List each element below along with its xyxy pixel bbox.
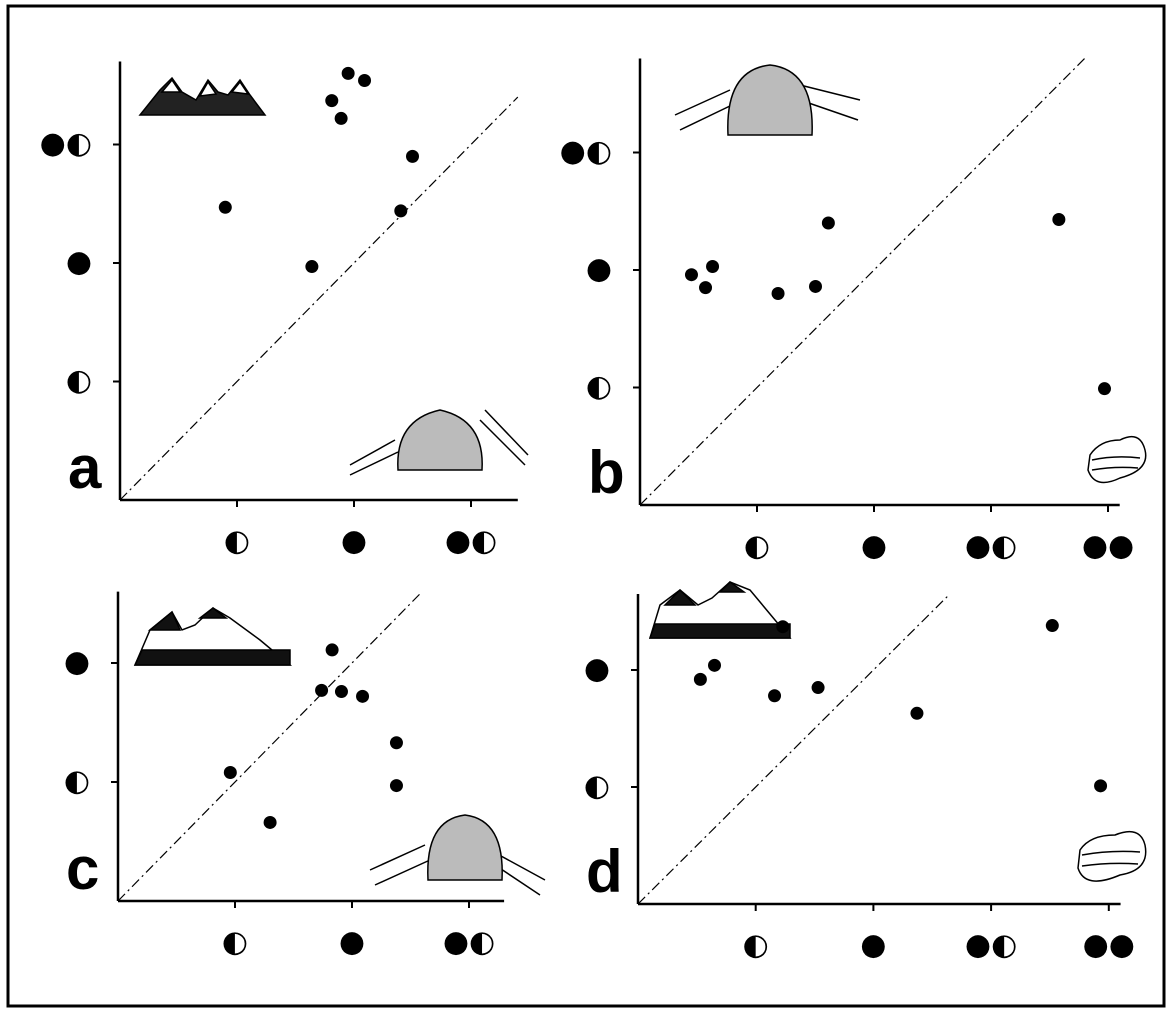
panel-label: b xyxy=(588,439,625,506)
point xyxy=(390,736,403,749)
point xyxy=(822,217,835,230)
point xyxy=(264,816,277,829)
x-tick-label: ●◐ xyxy=(965,928,1017,963)
y-tick-label: ● xyxy=(584,652,610,687)
y-tick-label: ●◐ xyxy=(560,134,612,169)
point xyxy=(694,673,707,686)
x-tick-label: ●● xyxy=(1083,928,1135,963)
point xyxy=(1046,619,1059,632)
point xyxy=(394,204,407,217)
x-tick-label: ●◐ xyxy=(445,524,497,559)
x-tick-label: ●◐ xyxy=(965,529,1017,564)
y-tick-label: ◐ xyxy=(66,363,92,398)
point xyxy=(1052,213,1065,226)
x-tick-label: ● xyxy=(860,928,886,963)
panel-label: a xyxy=(68,434,102,501)
point xyxy=(325,94,338,107)
point xyxy=(685,268,698,281)
point xyxy=(335,685,348,698)
y-tick-label: ◐ xyxy=(64,764,90,799)
y-tick-label: ◐ xyxy=(584,769,610,804)
point xyxy=(358,74,371,87)
y-tick-label: ● xyxy=(586,252,612,287)
x-tick-label: ●● xyxy=(1082,529,1134,564)
panel-label: d xyxy=(586,838,623,905)
point xyxy=(768,689,781,702)
x-tick-label: ●◐ xyxy=(443,925,495,960)
y-tick-label: ● xyxy=(66,245,92,280)
point xyxy=(772,287,785,300)
y-tick-label: ●◐ xyxy=(40,126,92,161)
point xyxy=(776,620,789,633)
x-tick-label: ● xyxy=(341,524,367,559)
point xyxy=(910,707,923,720)
point xyxy=(356,690,369,703)
point xyxy=(326,643,339,656)
point xyxy=(342,67,355,80)
point xyxy=(305,260,318,273)
point xyxy=(706,260,719,273)
panel-label: c xyxy=(66,835,99,902)
point xyxy=(1098,382,1111,395)
point xyxy=(406,150,419,163)
point xyxy=(699,281,712,294)
point xyxy=(809,280,822,293)
x-tick-label: ● xyxy=(861,529,887,564)
point xyxy=(224,766,237,779)
point xyxy=(812,681,825,694)
x-tick-label: ● xyxy=(339,925,365,960)
point xyxy=(1094,779,1107,792)
point xyxy=(219,201,232,214)
y-tick-label: ◐ xyxy=(586,369,612,404)
x-tick-label: ◐ xyxy=(222,925,248,960)
point xyxy=(335,112,348,125)
point xyxy=(708,659,721,672)
x-tick-label: ◐ xyxy=(744,529,770,564)
figure: ◐●●◐◐●●◐a◐●●◐●●◐●●◐b◐●●◐◐●c◐●●◐●●◐●d xyxy=(0,0,1172,1014)
point xyxy=(315,684,328,697)
x-tick-label: ◐ xyxy=(224,524,250,559)
x-tick-label: ◐ xyxy=(743,928,769,963)
diagonal xyxy=(638,594,950,904)
point xyxy=(390,779,403,792)
y-tick-label: ● xyxy=(64,645,90,680)
